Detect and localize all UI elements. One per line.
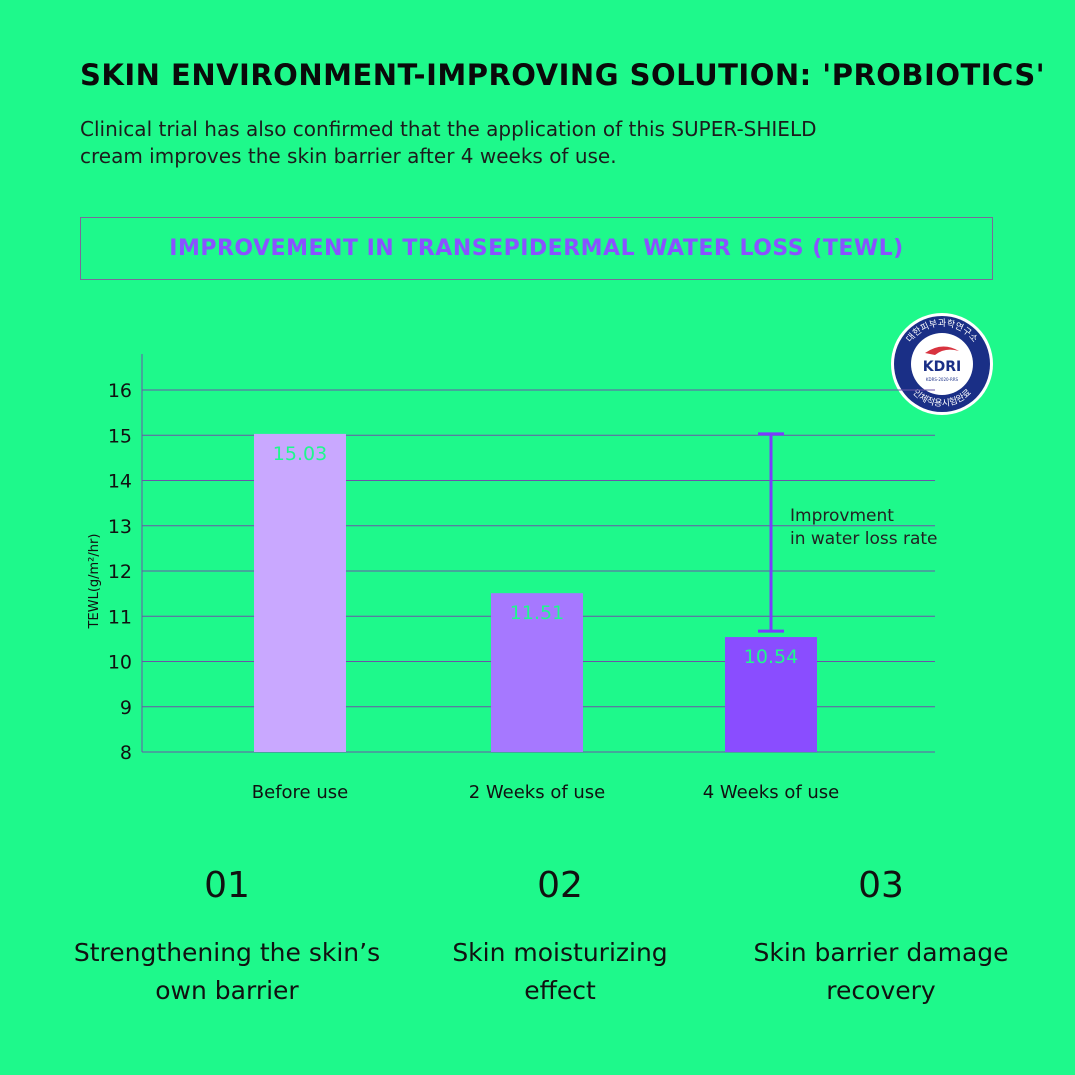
y-tick-label: 11 <box>108 606 132 628</box>
benefit-number-3: 03 <box>858 865 904 906</box>
y-tick-label: 15 <box>108 425 132 447</box>
x-category-label: Before use <box>252 782 348 803</box>
benefit-list: 01 Strengthening the skin’s own barrier … <box>0 860 1075 1030</box>
tewl-bar-chart: 8 9 10 11 12 13 14 15 16 TEWL(g/m²/hr) 15.03 Before… <box>87 354 938 803</box>
bar-value-label: 15.03 <box>273 443 327 465</box>
y-tick-label: 14 <box>108 471 132 493</box>
subtitle-line-1: Clinical trial has also confirmed that t… <box>80 117 817 141</box>
x-category-label: 2 Weeks of use <box>469 782 606 803</box>
benefit-label-3: Skin barrier damage recovery <box>716 934 1046 1010</box>
benefit-label-2: Skin moisturizing effect <box>395 934 725 1010</box>
y-tick-label: 10 <box>108 652 132 674</box>
chart-title: IMPROVEMENT IN TRANSEPIDERMAL WATER LOSS… <box>169 236 904 261</box>
benefit-label-1: Strengthening the skin’s own barrier <box>62 934 392 1010</box>
annotation-text-line: in water loss rate <box>790 529 938 549</box>
benefit-item-1: 01 Strengthening the skin’s own barrier <box>62 860 392 1010</box>
bar <box>725 637 817 752</box>
bar <box>254 433 346 752</box>
y-tick-label: 12 <box>108 561 132 583</box>
badge-swoosh-icon <box>925 346 959 355</box>
bar-value-label: 11.51 <box>510 602 564 624</box>
page-title: SKIN ENVIRONMENT-IMPROVING SOLUTION: 'PR… <box>80 58 1046 92</box>
benefit-label-1-line-2: own barrier <box>155 976 299 1005</box>
y-tick-label: 16 <box>108 380 132 402</box>
x-category-label: 4 Weeks of use <box>703 782 840 803</box>
badge-main-text: KDRI <box>923 359 961 375</box>
y-tick-label: 8 <box>120 742 132 764</box>
badge-code-text: KDRS-2020-RRS <box>926 377 959 382</box>
page-subtitle: Clinical trial has also confirmed that t… <box>80 116 880 170</box>
bar <box>491 593 583 752</box>
benefit-label-3-line-1: Skin barrier damage <box>753 938 1009 967</box>
bar-value-label: 10.54 <box>744 646 798 668</box>
benefit-item-2: 02 Skin moisturizing effect <box>395 860 725 1010</box>
benefit-label-2-line-2: effect <box>524 976 596 1005</box>
benefit-label-3-line-2: recovery <box>826 976 936 1005</box>
badge-inner-circle <box>911 333 973 395</box>
subtitle-line-2: cream improves the skin barrier after 4 … <box>80 144 617 168</box>
y-tick-label: 13 <box>108 516 132 538</box>
benefit-label-1-line-1: Strengthening the skin’s <box>73 938 381 967</box>
benefit-label-2-line-1: Skin moisturizing <box>452 938 668 967</box>
benefit-number-2: 02 <box>537 865 583 906</box>
y-axis-label: TEWL(g/m²/hr) <box>87 534 102 630</box>
benefit-number-1: 01 <box>204 865 250 906</box>
benefit-item-3: 03 Skin barrier damage recovery <box>716 860 1046 1010</box>
chart-title-banner: IMPROVEMENT IN TRANSEPIDERMAL WATER LOSS… <box>80 217 993 280</box>
y-tick-label: 9 <box>120 697 132 719</box>
annotation-text-line: Improvment <box>790 506 894 526</box>
